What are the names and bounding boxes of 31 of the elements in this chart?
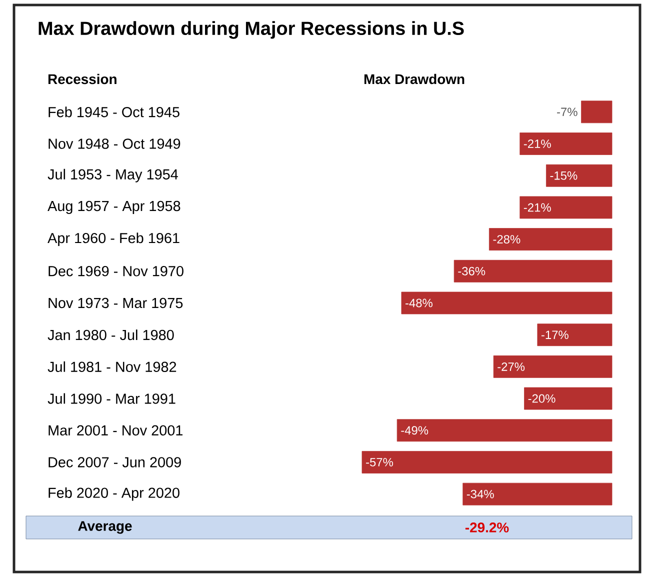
y-tick-label: Nov 1948 - Oct 1949 — [48, 138, 180, 149]
data-label: -48% — [406, 298, 432, 308]
y-tick-label: Mar 2001 - Nov 2001 — [48, 425, 182, 436]
y-tick-label: Feb 2020 - Apr 2020 — [48, 487, 180, 501]
data-label: -49% — [401, 426, 428, 435]
data-label: -21% — [524, 140, 551, 148]
y-tick-label: Jan 1980 - Jul 1980 — [48, 330, 174, 340]
data-label: -57% — [366, 458, 394, 466]
data-label: -28% — [493, 235, 520, 244]
data-label: -36% — [458, 266, 486, 276]
y-tick-label: Apr 1960 - Feb 1961 — [48, 232, 180, 246]
text: Average — [78, 521, 132, 534]
y-tick-label: Jul 1990 - Mar 1991 — [48, 393, 176, 404]
y-axis-title: Recession — [48, 74, 116, 84]
y-tick-label: Feb 1945 - Oct 1945 — [48, 106, 180, 118]
y-tick-label: Jul 1981 - Nov 1982 — [48, 361, 176, 372]
data-label: -20% — [528, 394, 556, 403]
chart-title: Max Drawdown during Major Recessions in U.S — [38, 21, 464, 39]
data-label: -34% — [466, 490, 494, 498]
data-label: -7% — [557, 108, 578, 116]
y-tick-label: Dec 2007 - Jun 2009 — [48, 457, 181, 468]
x-axis-title: Max Drawdown — [364, 74, 464, 84]
text: -29.2% — [465, 522, 509, 532]
y-tick-label: Dec 1969 - Nov 1970 — [48, 266, 184, 276]
data-label: -15% — [550, 171, 578, 180]
y-tick-label: Jul 1953 - May 1954 — [48, 168, 178, 182]
data-label: -27% — [498, 362, 525, 371]
data-label: -17% — [541, 330, 568, 340]
y-tick-label: Nov 1973 - Mar 1975 — [48, 298, 183, 308]
y-tick-label: Aug 1957 - Apr 1958 — [48, 200, 180, 214]
data-label: -21% — [524, 203, 551, 212]
